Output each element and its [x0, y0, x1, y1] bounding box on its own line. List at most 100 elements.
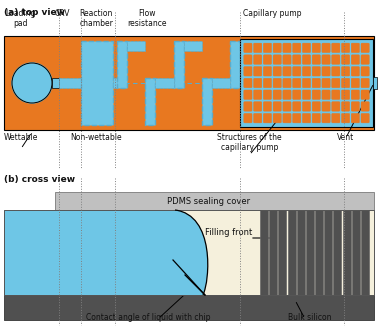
- FancyBboxPatch shape: [361, 90, 369, 99]
- FancyBboxPatch shape: [283, 66, 291, 76]
- Bar: [315, 210, 323, 295]
- FancyBboxPatch shape: [293, 102, 301, 111]
- Text: Loading
pad: Loading pad: [6, 9, 36, 28]
- Bar: [324, 210, 332, 295]
- FancyBboxPatch shape: [322, 113, 330, 123]
- FancyBboxPatch shape: [351, 78, 359, 88]
- FancyBboxPatch shape: [312, 43, 321, 53]
- Bar: [155, 78, 174, 88]
- FancyBboxPatch shape: [254, 102, 262, 111]
- Bar: [175, 210, 374, 295]
- Bar: [297, 210, 305, 295]
- FancyBboxPatch shape: [283, 90, 291, 99]
- Text: Flow
resistance: Flow resistance: [128, 9, 167, 28]
- FancyBboxPatch shape: [273, 55, 281, 64]
- FancyBboxPatch shape: [361, 78, 369, 88]
- Text: Vent: Vent: [337, 133, 355, 142]
- FancyBboxPatch shape: [273, 113, 281, 123]
- FancyBboxPatch shape: [263, 66, 271, 76]
- FancyBboxPatch shape: [263, 55, 271, 64]
- Bar: [52, 78, 59, 88]
- FancyBboxPatch shape: [361, 43, 369, 53]
- FancyBboxPatch shape: [351, 55, 359, 64]
- Bar: [174, 41, 184, 88]
- FancyBboxPatch shape: [312, 78, 321, 88]
- FancyBboxPatch shape: [293, 43, 301, 53]
- Bar: [373, 77, 377, 89]
- FancyBboxPatch shape: [312, 113, 321, 123]
- FancyBboxPatch shape: [312, 90, 321, 99]
- FancyBboxPatch shape: [361, 102, 369, 111]
- Bar: [212, 78, 230, 88]
- FancyBboxPatch shape: [332, 55, 340, 64]
- FancyBboxPatch shape: [273, 102, 281, 111]
- Bar: [81, 41, 113, 125]
- Text: Filling front: Filling front: [205, 228, 252, 237]
- FancyBboxPatch shape: [302, 66, 311, 76]
- FancyBboxPatch shape: [244, 66, 252, 76]
- FancyBboxPatch shape: [322, 102, 330, 111]
- FancyBboxPatch shape: [332, 66, 340, 76]
- FancyBboxPatch shape: [254, 43, 262, 53]
- Bar: [55, 192, 374, 210]
- Circle shape: [12, 63, 52, 103]
- Bar: [202, 78, 212, 125]
- FancyBboxPatch shape: [263, 43, 271, 53]
- Bar: [146, 78, 155, 125]
- Text: Wettable: Wettable: [4, 133, 38, 142]
- Bar: [240, 39, 373, 127]
- FancyBboxPatch shape: [283, 102, 291, 111]
- FancyBboxPatch shape: [302, 43, 311, 53]
- Bar: [4, 36, 374, 130]
- FancyBboxPatch shape: [244, 78, 252, 88]
- FancyBboxPatch shape: [341, 66, 350, 76]
- Text: Reaction
chamber: Reaction chamber: [79, 9, 113, 28]
- FancyBboxPatch shape: [332, 90, 340, 99]
- FancyBboxPatch shape: [254, 78, 262, 88]
- FancyBboxPatch shape: [273, 43, 281, 53]
- FancyBboxPatch shape: [302, 55, 311, 64]
- FancyBboxPatch shape: [244, 90, 252, 99]
- Bar: [361, 210, 369, 295]
- PathPatch shape: [4, 210, 208, 295]
- FancyBboxPatch shape: [263, 90, 271, 99]
- Bar: [333, 210, 341, 295]
- FancyBboxPatch shape: [361, 66, 369, 76]
- FancyBboxPatch shape: [263, 78, 271, 88]
- FancyBboxPatch shape: [332, 102, 340, 111]
- Text: Capillary pump: Capillary pump: [243, 9, 301, 18]
- FancyBboxPatch shape: [273, 78, 281, 88]
- FancyBboxPatch shape: [312, 66, 321, 76]
- Text: (b) cross view: (b) cross view: [4, 175, 75, 184]
- FancyBboxPatch shape: [302, 113, 311, 123]
- Text: PDMS sealing cover: PDMS sealing cover: [167, 197, 251, 205]
- Bar: [127, 41, 146, 51]
- FancyBboxPatch shape: [254, 90, 262, 99]
- FancyBboxPatch shape: [351, 43, 359, 53]
- FancyBboxPatch shape: [254, 113, 262, 123]
- Text: (a) top view: (a) top view: [4, 8, 65, 17]
- Text: Contact angle of liquid with chip: Contact angle of liquid with chip: [86, 313, 210, 322]
- Bar: [117, 41, 127, 88]
- FancyBboxPatch shape: [283, 78, 291, 88]
- Bar: [278, 210, 286, 295]
- FancyBboxPatch shape: [293, 55, 301, 64]
- Text: CRV: CRV: [54, 9, 70, 18]
- FancyBboxPatch shape: [341, 78, 350, 88]
- Bar: [288, 210, 296, 295]
- FancyBboxPatch shape: [302, 102, 311, 111]
- FancyBboxPatch shape: [302, 90, 311, 99]
- FancyBboxPatch shape: [341, 90, 350, 99]
- FancyBboxPatch shape: [283, 113, 291, 123]
- FancyBboxPatch shape: [244, 102, 252, 111]
- FancyBboxPatch shape: [293, 90, 301, 99]
- FancyBboxPatch shape: [322, 66, 330, 76]
- FancyBboxPatch shape: [254, 55, 262, 64]
- Bar: [59, 78, 81, 88]
- Text: Structures of the
capillary pump: Structures of the capillary pump: [217, 133, 282, 152]
- FancyBboxPatch shape: [244, 55, 252, 64]
- FancyBboxPatch shape: [341, 102, 350, 111]
- FancyBboxPatch shape: [351, 102, 359, 111]
- FancyBboxPatch shape: [361, 55, 369, 64]
- FancyBboxPatch shape: [341, 55, 350, 64]
